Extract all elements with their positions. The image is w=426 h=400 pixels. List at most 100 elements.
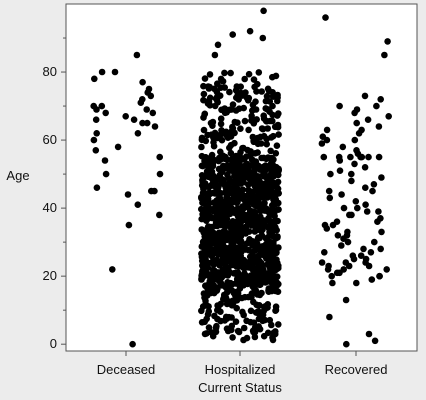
point-deceased — [156, 153, 163, 161]
point-deceased — [102, 109, 109, 117]
point-deceased — [111, 68, 119, 76]
point-recovered — [353, 106, 361, 113]
x-tick-label: Deceased — [97, 362, 156, 377]
point-hospitalized — [269, 111, 276, 119]
point-recovered — [344, 238, 352, 246]
point-hospitalized — [198, 136, 206, 144]
point-hospitalized — [251, 271, 259, 279]
point-hospitalized — [217, 120, 225, 128]
point-hospitalized — [219, 252, 226, 259]
point-hospitalized — [268, 134, 275, 141]
point-hospitalized — [264, 85, 272, 93]
point-hospitalized — [243, 334, 251, 342]
point-hospitalized — [206, 94, 214, 102]
point-hospitalized — [239, 257, 247, 265]
point-hospitalized — [198, 307, 205, 315]
point-hospitalized — [271, 201, 278, 208]
point-hospitalized — [268, 250, 276, 257]
point-hospitalized — [259, 226, 266, 233]
point-hospitalized — [272, 235, 279, 242]
point-hospitalized — [203, 159, 211, 167]
point-hospitalized — [235, 281, 243, 289]
point-deceased — [139, 78, 146, 86]
point-hospitalized — [272, 303, 280, 311]
point-hospitalized — [259, 125, 267, 133]
point-hospitalized — [258, 221, 266, 228]
point-hospitalized — [251, 333, 259, 341]
point-hospitalized — [200, 96, 207, 104]
point-hospitalized — [241, 75, 248, 83]
point-hospitalized — [242, 198, 249, 205]
point-hospitalized — [204, 100, 212, 107]
point-deceased — [151, 187, 158, 195]
point-hospitalized — [242, 89, 249, 96]
point-hospitalized — [252, 106, 260, 113]
point-recovered — [369, 187, 376, 195]
point-recovered — [353, 279, 360, 287]
point-hospitalized — [200, 255, 208, 263]
point-recovered — [347, 153, 354, 161]
point-hospitalized — [265, 244, 273, 252]
point-hospitalized — [240, 324, 248, 332]
point-hospitalized — [252, 309, 260, 316]
point-recovered — [325, 262, 332, 270]
point-hospitalized — [218, 136, 226, 144]
point-recovered — [352, 198, 360, 205]
point-hospitalized — [215, 165, 223, 173]
point-hospitalized — [251, 287, 259, 295]
point-recovered — [373, 102, 380, 110]
point-hospitalized — [259, 163, 267, 171]
point-deceased — [98, 68, 106, 76]
point-deceased — [133, 51, 141, 59]
point-hospitalized — [211, 205, 219, 213]
point-recovered — [318, 259, 326, 266]
point-hospitalized — [253, 194, 261, 201]
point-hospitalized — [272, 196, 280, 203]
point-hospitalized — [266, 221, 274, 229]
point-hospitalized — [273, 188, 281, 196]
point-hospitalized — [229, 101, 237, 108]
point-recovered — [361, 92, 369, 100]
point-hospitalized — [223, 325, 231, 333]
point-hospitalized — [233, 304, 240, 312]
point-hospitalized — [267, 147, 275, 155]
point-deceased — [93, 130, 100, 137]
point-deceased — [143, 106, 150, 113]
point-hospitalized — [272, 150, 280, 157]
point-hospitalized — [229, 299, 237, 307]
point-hospitalized — [199, 199, 206, 207]
point-recovered — [323, 126, 331, 134]
point-hospitalized — [235, 96, 242, 103]
x-tick-label: Hospitalized — [205, 362, 276, 377]
point-recovered — [327, 170, 334, 178]
point-hospitalized — [260, 332, 268, 340]
point-recovered — [377, 96, 385, 103]
point-hospitalized-outlier — [260, 7, 267, 15]
point-recovered — [375, 153, 383, 161]
point-recovered — [326, 313, 333, 321]
point-deceased — [139, 96, 146, 103]
point-hospitalized — [269, 336, 277, 344]
point-hospitalized — [266, 228, 273, 236]
point-hospitalized — [257, 140, 265, 147]
point-hospitalized — [233, 83, 241, 90]
point-hospitalized — [223, 300, 231, 308]
point-recovered — [325, 187, 333, 195]
point-hospitalized — [258, 88, 266, 95]
point-hospitalized — [263, 92, 271, 100]
point-hospitalized — [216, 221, 224, 229]
point-hospitalized — [241, 293, 249, 301]
point-hospitalized — [245, 219, 252, 227]
point-recovered — [368, 276, 376, 283]
point-hospitalized — [206, 236, 214, 244]
point-hospitalized — [227, 162, 235, 170]
point-recovered — [321, 249, 328, 256]
point-hospitalized — [259, 243, 266, 250]
point-hospitalized — [261, 207, 268, 214]
point-recovered — [362, 201, 369, 208]
point-hospitalized — [263, 140, 271, 148]
point-hospitalized — [252, 227, 260, 234]
point-deceased — [125, 221, 133, 229]
point-hospitalized — [254, 177, 262, 184]
point-hospitalized — [226, 88, 233, 96]
